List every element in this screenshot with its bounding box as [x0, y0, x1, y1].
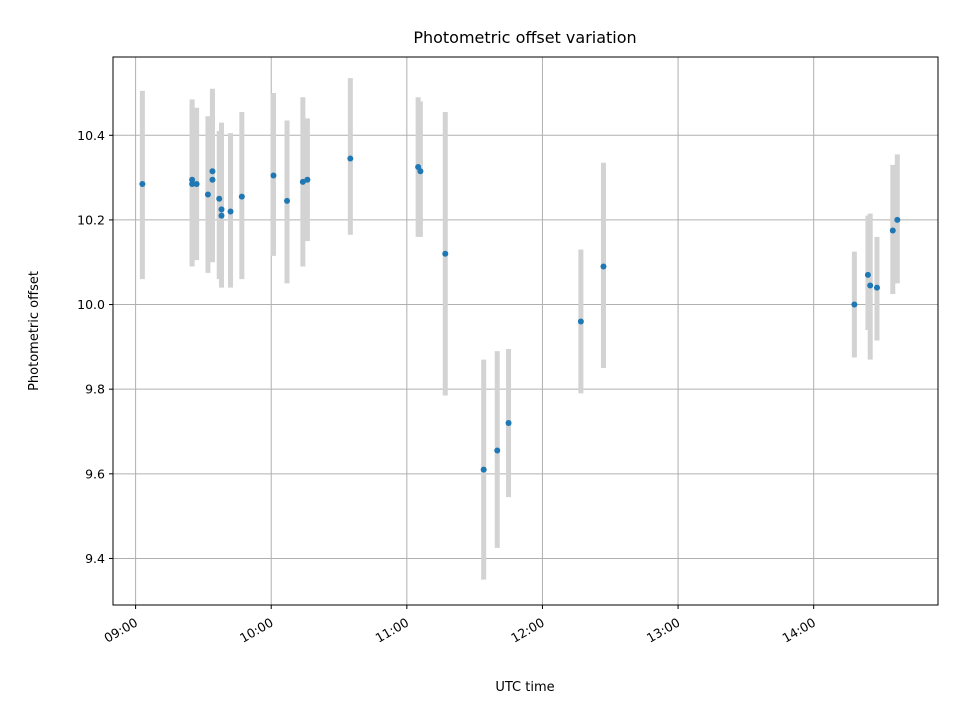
data-point-7 — [216, 195, 223, 202]
y-tick-label-5: 10.4 — [77, 128, 105, 143]
data-point-18 — [417, 168, 424, 175]
data-point-26 — [864, 271, 871, 278]
data-point-21 — [494, 447, 501, 454]
x-axis-label: UTC time — [495, 680, 554, 695]
data-point-30 — [894, 216, 901, 223]
data-point-1 — [189, 176, 196, 183]
data-point-15 — [304, 176, 311, 183]
data-point-6 — [209, 176, 216, 183]
data-point-0 — [139, 180, 146, 187]
data-point-14 — [299, 178, 306, 185]
data-point-28 — [873, 284, 880, 291]
data-point-3 — [193, 180, 200, 187]
data-point-13 — [284, 197, 291, 204]
plot-frame — [112, 56, 939, 606]
data-point-8 — [218, 206, 225, 213]
y-tick-label-3: 10.0 — [77, 297, 105, 312]
data-point-23 — [577, 318, 584, 325]
data-point-22 — [505, 420, 512, 427]
data-point-9 — [218, 212, 225, 219]
data-point-24 — [600, 263, 607, 270]
grid-lines — [113, 57, 938, 605]
y-axis-label: Photometric offset — [27, 271, 42, 391]
data-point-19 — [442, 250, 449, 257]
data-point-2 — [189, 180, 196, 187]
data-point-4 — [204, 191, 211, 198]
y-tick-label-2: 9.8 — [85, 382, 105, 397]
data-point-12 — [270, 172, 277, 179]
data-point-5 — [209, 168, 216, 175]
chart-title: Photometric offset variation — [413, 28, 636, 47]
y-tick-label-0: 9.4 — [85, 551, 105, 566]
data-point-10 — [227, 208, 234, 215]
data-points — [139, 155, 901, 473]
data-point-11 — [238, 193, 245, 200]
data-point-25 — [851, 301, 858, 308]
y-tick-label-4: 10.2 — [77, 212, 105, 227]
y-tick-label-1: 9.6 — [85, 466, 105, 481]
data-point-20 — [480, 466, 487, 473]
data-point-16 — [347, 155, 354, 162]
data-point-27 — [867, 282, 874, 289]
y-axis-ticks: 9.4 9.6 9.8 10.0 10.2 10.4 — [77, 128, 113, 566]
data-point-29 — [889, 227, 896, 234]
